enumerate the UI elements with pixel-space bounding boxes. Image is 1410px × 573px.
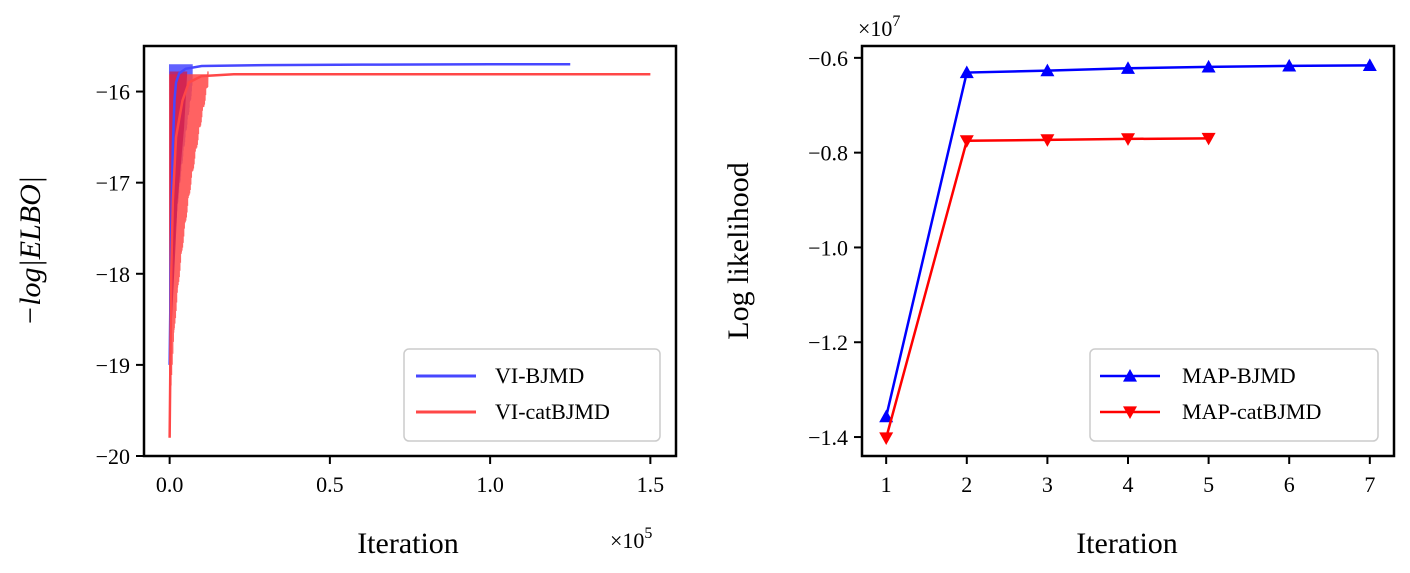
loglik-y-multiplier-base: ×10 <box>858 16 892 41</box>
loglik-x-tick-label: 2 <box>961 472 972 497</box>
legend-label-vi-bjmd: VI-BJMD <box>495 363 584 388</box>
series-map-bjmd-point <box>1362 58 1377 72</box>
series-map-bjmd-point <box>879 409 894 423</box>
elbo-x-multiplier-base: ×10 <box>610 528 644 553</box>
series-vi-bjmd-line <box>168 62 571 365</box>
loglik-series-group <box>879 58 1377 445</box>
loglik-legend-box <box>1089 348 1379 442</box>
series-map-catbjmd-point <box>1201 132 1216 146</box>
elbo-legend-box <box>403 348 661 442</box>
series-map-bjmd-point <box>1282 58 1297 72</box>
elbo-series-group <box>168 62 651 438</box>
elbo-x-tick-label: 1.0 <box>476 472 504 497</box>
series-vi-catbjmd-line <box>168 72 651 438</box>
elbo-x-multiplier: ×105 <box>610 525 652 553</box>
loglik-y-multiplier: ×107 <box>858 13 900 41</box>
loglik-x-ticks: 1 2 3 4 5 6 7 <box>881 456 1375 497</box>
loglik-x-tick-label: 4 <box>1123 472 1134 497</box>
elbo-y-tick-label: −17 <box>96 171 130 196</box>
loglik-y-tick-label: −0.8 <box>808 141 848 166</box>
legend-label-map-catbjmd: MAP-catBJMD <box>1182 399 1321 424</box>
elbo-y-ticks: −20 −19 −18 −17 −16 <box>96 80 144 469</box>
loglik-chart: 1 2 3 4 5 6 7 −1.4 −1.2 −1.0 −0.8 −0.6 Iteration ×… <box>722 13 1396 560</box>
elbo-x-ticks: 0.0 0.5 1.0 1.5 <box>156 456 664 497</box>
elbo-y-tick-label: −16 <box>96 80 130 105</box>
loglik-x-tick-label: 1 <box>881 472 892 497</box>
series-map-bjmd-point <box>1040 63 1055 77</box>
legend-label-vi-catbjmd: VI-catBJMD <box>495 399 610 424</box>
loglik-x-tick-label: 6 <box>1284 472 1295 497</box>
series-map-catbjmd-point <box>959 135 974 148</box>
loglik-x-tick-label: 7 <box>1364 472 1375 497</box>
series-map-bjmd-point <box>1121 61 1135 74</box>
loglik-x-tick-label: 3 <box>1042 472 1053 497</box>
series-map-catbjmd-point <box>1121 133 1135 146</box>
elbo-y-tick-label: −18 <box>96 262 130 287</box>
elbo-x-multiplier-exponent: 5 <box>644 525 652 542</box>
legend-label-map-bjmd: MAP-BJMD <box>1182 363 1296 388</box>
elbo-x-tick-label: 0.0 <box>156 472 184 497</box>
elbo-x-tick-label: 0.5 <box>316 472 344 497</box>
loglik-x-tick-label: 5 <box>1203 472 1214 497</box>
elbo-x-tick-label: 1.5 <box>637 472 665 497</box>
loglik-y-tick-label: −1.4 <box>808 425 848 450</box>
loglik-y-tick-label: −1.0 <box>808 235 848 260</box>
elbo-x-axis-label: Iteration <box>357 527 459 560</box>
elbo-y-tick-label: −19 <box>96 353 130 378</box>
series-map-bjmd-point <box>959 65 974 79</box>
loglik-y-tick-label: −0.6 <box>808 46 848 71</box>
elbo-plot-frame <box>142 44 678 458</box>
loglik-y-multiplier-exponent: 7 <box>892 13 900 30</box>
series-map-catbjmd-point <box>879 432 894 445</box>
elbo-chart: 0.0 0.5 1.0 1.5 −20 −19 −18 −17 −16 Iteration ×… <box>14 44 678 560</box>
elbo-y-tick-label: −20 <box>96 444 130 469</box>
elbo-legend: VI-BJMD VI-catBJMD <box>403 348 661 442</box>
elbo-series-clip-group <box>168 62 651 438</box>
elbo-y-axis-label: −log|ELBO| <box>14 176 47 326</box>
loglik-y-axis-label: Log likelihood <box>722 162 755 339</box>
loglik-x-axis-label: Iteration <box>1076 527 1178 560</box>
series-map-catbjmd-point <box>1040 134 1055 147</box>
legend-marker-map-catbjmd <box>1123 406 1137 419</box>
loglik-y-ticks: −1.4 −1.2 −1.0 −0.8 −0.6 <box>808 46 862 450</box>
legend-marker-map-bjmd <box>1123 369 1137 382</box>
series-map-bjmd-point <box>1201 59 1216 73</box>
loglik-y-tick-label: −1.2 <box>808 330 848 355</box>
loglik-legend: MAP-BJMD MAP-catBJMD <box>1089 348 1379 442</box>
